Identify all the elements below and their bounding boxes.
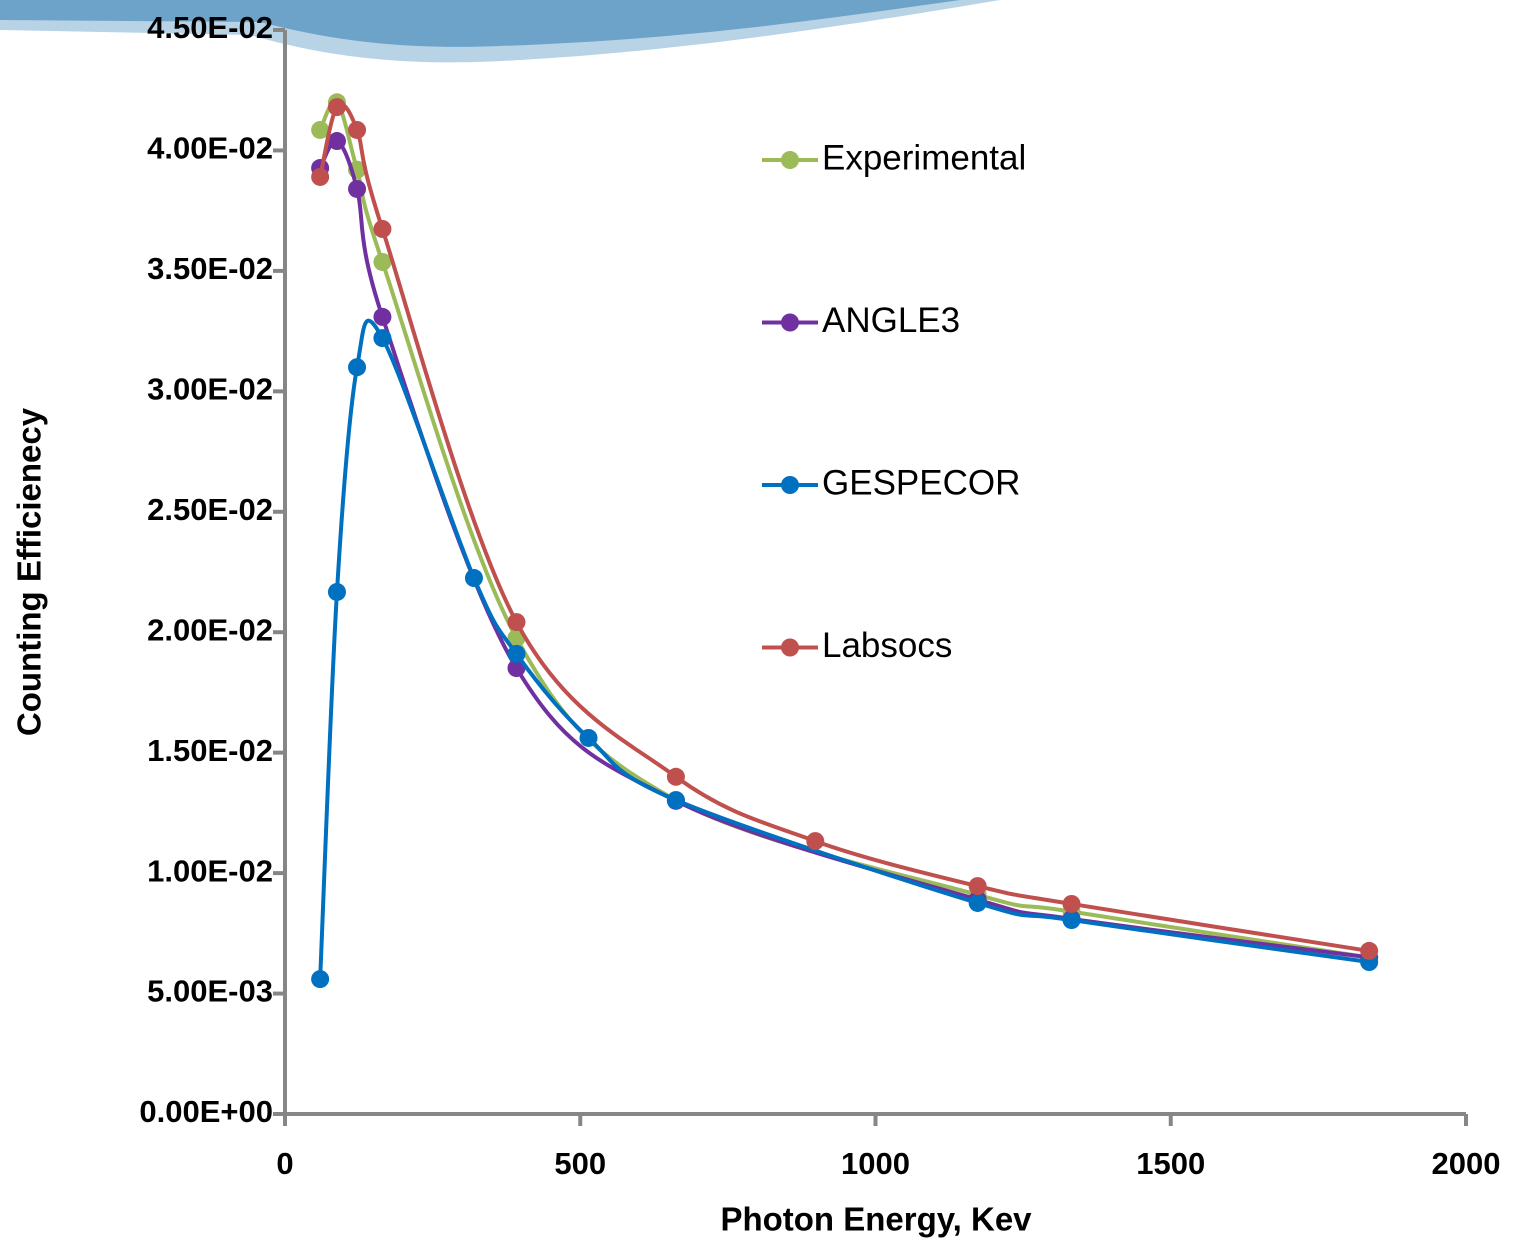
y-tick-label: 1.50E-02: [147, 733, 273, 768]
data-point: [579, 728, 598, 747]
y-tick-label: 2.50E-02: [147, 492, 273, 527]
data-point: [348, 358, 367, 377]
data-point: [1360, 941, 1379, 960]
y-tick-label: 0.00E+00: [139, 1094, 273, 1129]
legend-marker: [781, 476, 799, 494]
y-tick-label: 3.00E-02: [147, 372, 273, 407]
y-tick-label: 4.50E-02: [147, 10, 273, 45]
data-point: [1062, 911, 1081, 930]
x-axis-title: Photon Energy, Kev: [720, 1201, 1032, 1238]
y-tick-label: 3.50E-02: [147, 251, 273, 286]
data-point: [311, 120, 330, 139]
header-wave: [0, 0, 1000, 63]
data-point: [373, 252, 392, 271]
data-point: [666, 791, 685, 810]
x-tick-label: 2000: [1432, 1146, 1501, 1181]
x-tick-label: 1500: [1136, 1146, 1205, 1181]
data-point: [507, 659, 526, 678]
legend-label: Experimental: [822, 138, 1026, 177]
data-point: [968, 893, 987, 912]
y-tick-label: 5.00E-03: [147, 974, 273, 1009]
y-tick-label: 4.00E-02: [147, 131, 273, 166]
legend-marker: [781, 638, 799, 657]
data-point: [464, 569, 483, 588]
data-point: [327, 582, 346, 601]
x-tick-label: 1000: [841, 1146, 910, 1181]
data-point: [327, 132, 346, 151]
x-tick-label: 500: [554, 1146, 606, 1181]
data-point: [311, 167, 330, 186]
data-point: [373, 329, 392, 348]
data-point: [348, 179, 367, 198]
data-point: [348, 120, 367, 139]
data-point: [507, 613, 526, 632]
data-point: [806, 832, 825, 851]
data-point: [666, 767, 685, 786]
y-tick-label: 2.00E-02: [147, 612, 273, 647]
data-point: [311, 970, 330, 989]
x-tick-label: 0: [276, 1146, 293, 1181]
data-point: [373, 219, 392, 238]
data-point: [507, 644, 526, 663]
y-axis-title: Counting Efficienecy: [11, 407, 48, 736]
data-point: [327, 98, 346, 117]
data-point: [373, 307, 392, 326]
y-tick-label: 1.00E-02: [147, 853, 273, 888]
legend-label: ANGLE3: [822, 301, 960, 340]
data-point: [1062, 894, 1081, 913]
legend-marker: [781, 151, 799, 169]
legend-label: GESPECOR: [822, 463, 1020, 502]
legend-marker: [781, 313, 799, 332]
series-line: [318, 102, 1370, 953]
legend-label: Labsocs: [822, 626, 952, 665]
data-point: [968, 877, 987, 896]
